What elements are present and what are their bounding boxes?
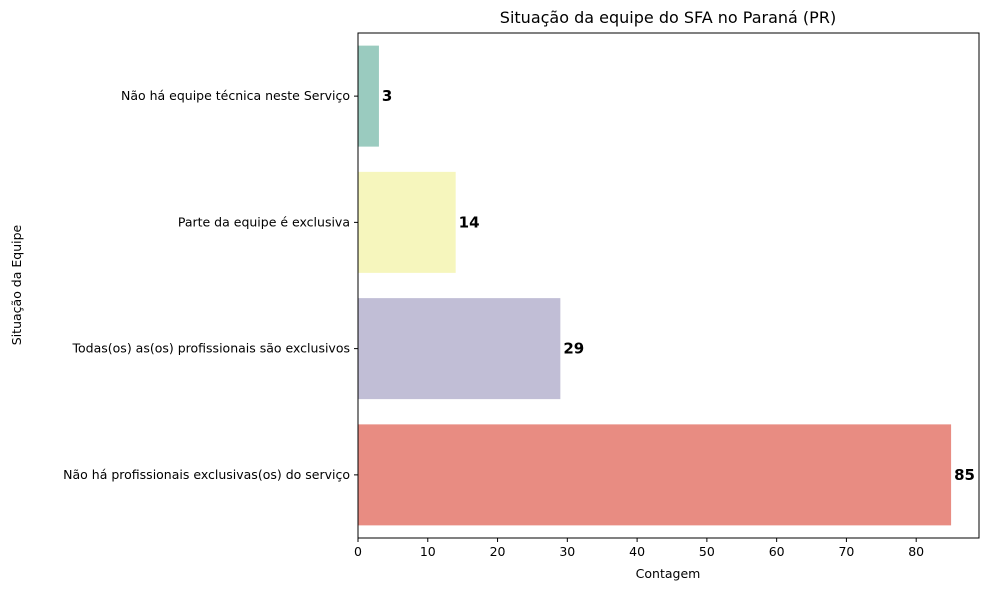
bar xyxy=(358,298,561,400)
data-labels-group: 3 14 29 85 xyxy=(382,87,975,484)
bar xyxy=(358,45,379,147)
x-tick-label: 80 xyxy=(908,544,924,559)
x-tick-label: 20 xyxy=(490,544,506,559)
data-label: 3 xyxy=(382,87,392,105)
y-tick-label: Não há profissionais exclusivas(os) do s… xyxy=(63,467,350,482)
plot-frame xyxy=(357,32,980,539)
x-tick-label: 40 xyxy=(629,544,645,559)
bar xyxy=(358,171,456,273)
y-tick-label: Não há equipe técnica neste Serviço xyxy=(121,88,350,103)
x-ticks-group: 0 10 20 30 40 50 60 70 80 xyxy=(354,538,924,559)
data-label: 29 xyxy=(563,340,584,358)
x-tick-label: 70 xyxy=(838,544,854,559)
data-label: 85 xyxy=(954,466,975,484)
bars-group xyxy=(358,45,952,526)
x-tick-label: 60 xyxy=(769,544,785,559)
x-axis-title: Contagem xyxy=(636,566,701,581)
y-tick-label: Parte da equipe é exclusiva xyxy=(178,214,350,229)
chart-title: Situação da equipe do SFA no Paraná (PR) xyxy=(500,8,836,27)
y-ticks-group: Não há equipe técnica neste Serviço Parte… xyxy=(63,88,358,482)
x-tick-label: 50 xyxy=(699,544,715,559)
data-label: 14 xyxy=(459,213,480,231)
x-tick-label: 10 xyxy=(420,544,436,559)
y-axis-title: Situação da Equipe xyxy=(9,224,24,345)
x-tick-label: 30 xyxy=(559,544,575,559)
bar xyxy=(358,424,952,526)
x-tick-label: 0 xyxy=(354,544,362,559)
y-tick-label: Todas(os) as(os) profissionais são exclu… xyxy=(72,341,350,356)
